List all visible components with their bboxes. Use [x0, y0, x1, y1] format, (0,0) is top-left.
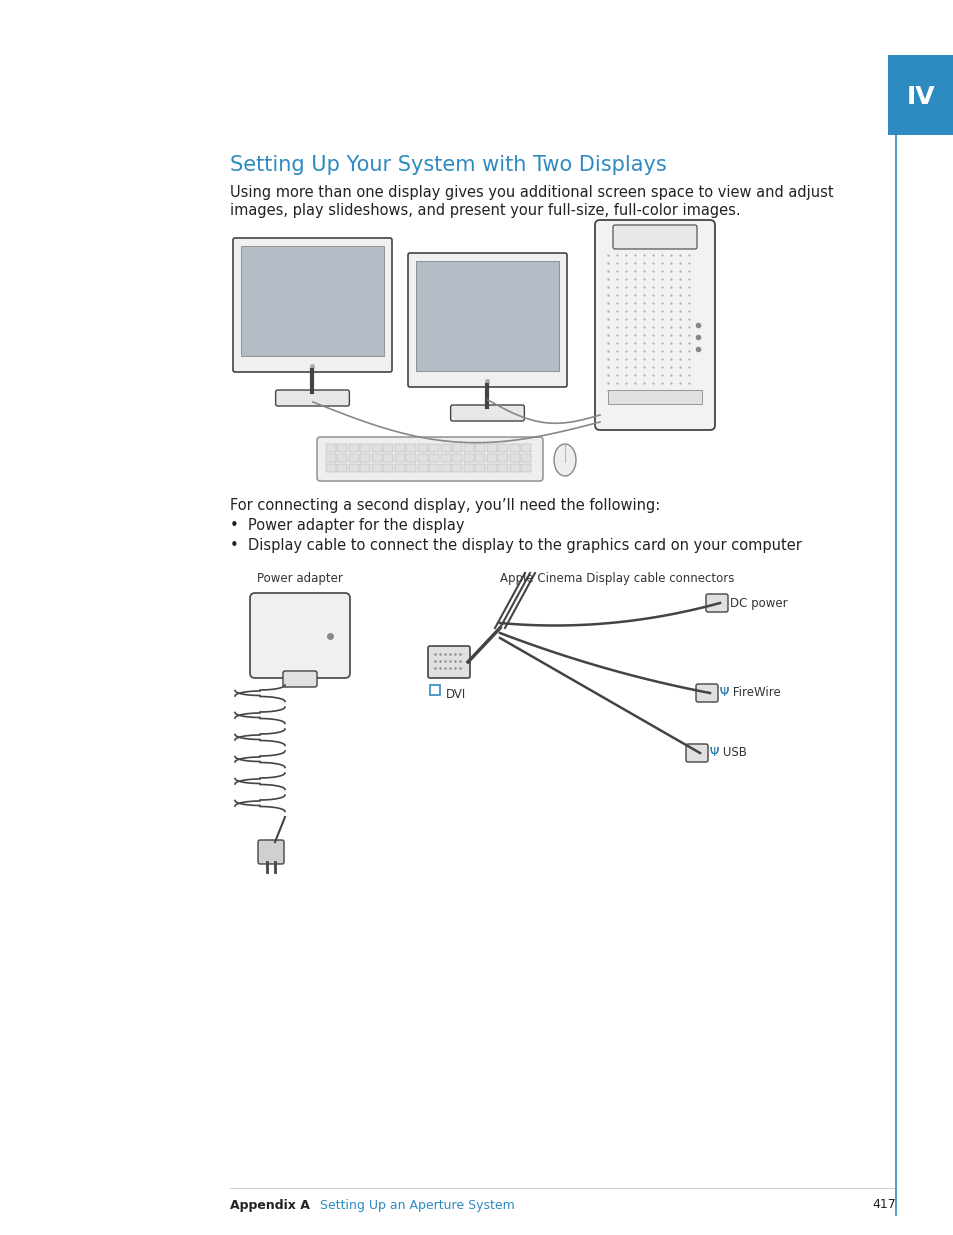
Bar [463, 445, 474, 452]
Bar [417, 464, 428, 472]
Bar [417, 445, 428, 452]
Text: Appendix A: Appendix A [230, 1198, 310, 1212]
Text: Setting Up an Aperture System: Setting Up an Aperture System [319, 1198, 515, 1212]
Bar [452, 464, 462, 472]
Bar [486, 454, 497, 462]
Bar [463, 454, 474, 462]
Bar [452, 445, 462, 452]
Bar [372, 464, 381, 472]
Bar [337, 464, 347, 472]
Text: IV: IV [905, 85, 934, 109]
Bar [521, 445, 531, 452]
Bar [349, 445, 358, 452]
Bar [607, 390, 701, 404]
Bar [498, 454, 508, 462]
Text: Apple Cinema Display cable connectors: Apple Cinema Display cable connectors [499, 572, 734, 585]
FancyBboxPatch shape [233, 238, 392, 372]
Bar [383, 445, 393, 452]
Bar [510, 445, 519, 452]
Bar [349, 454, 358, 462]
Bar [372, 454, 381, 462]
FancyBboxPatch shape [275, 390, 349, 406]
Text: Using more than one display gives you additional screen space to view and adjust: Using more than one display gives you ad… [230, 185, 833, 200]
FancyBboxPatch shape [428, 646, 470, 678]
Bar [498, 464, 508, 472]
FancyBboxPatch shape [705, 594, 727, 613]
Bar [406, 445, 416, 452]
Bar [463, 464, 474, 472]
Bar [395, 464, 405, 472]
Text: Power adapter: Power adapter [256, 572, 342, 585]
FancyBboxPatch shape [696, 684, 718, 701]
FancyBboxPatch shape [257, 840, 284, 864]
Text: images, play slideshows, and present your full-size, full-color images.: images, play slideshows, and present you… [230, 203, 740, 219]
Text: •  Display cable to connect the display to the graphics card on your computer: • Display cable to connect the display t… [230, 538, 801, 553]
FancyBboxPatch shape [685, 743, 707, 762]
Text: Ψ USB: Ψ USB [709, 746, 746, 760]
Bar [521, 464, 531, 472]
Bar [372, 445, 381, 452]
FancyBboxPatch shape [595, 220, 714, 430]
Bar [326, 454, 335, 462]
Bar [486, 445, 497, 452]
FancyBboxPatch shape [250, 593, 350, 678]
Bar [521, 454, 531, 462]
Ellipse shape [554, 445, 576, 475]
Bar [510, 454, 519, 462]
Bar [326, 464, 335, 472]
Bar [887, 56, 953, 135]
Text: Ψ: Ψ [720, 687, 732, 699]
Bar [360, 445, 370, 452]
Bar [429, 464, 439, 472]
Bar [440, 464, 451, 472]
Text: Ψ: Ψ [709, 746, 722, 760]
Text: 417: 417 [871, 1198, 895, 1212]
FancyBboxPatch shape [408, 253, 566, 387]
Text: •  Power adapter for the display: • Power adapter for the display [230, 517, 464, 534]
FancyBboxPatch shape [613, 225, 697, 249]
Bar [406, 464, 416, 472]
FancyBboxPatch shape [283, 671, 316, 687]
Bar [360, 454, 370, 462]
Bar [360, 464, 370, 472]
FancyBboxPatch shape [450, 405, 524, 421]
FancyBboxPatch shape [316, 437, 542, 480]
Bar [475, 445, 485, 452]
Bar [440, 445, 451, 452]
Bar [486, 464, 497, 472]
Text: Setting Up Your System with Two Displays: Setting Up Your System with Two Displays [230, 156, 666, 175]
Bar [337, 445, 347, 452]
Text: DC power: DC power [729, 597, 787, 610]
Bar [383, 464, 393, 472]
Bar [326, 445, 335, 452]
Bar [241, 246, 384, 356]
Text: Ψ FireWire: Ψ FireWire [720, 687, 780, 699]
Text: DVI: DVI [446, 688, 466, 700]
Bar [475, 464, 485, 472]
Bar [406, 454, 416, 462]
Bar [417, 454, 428, 462]
Bar [475, 454, 485, 462]
Bar [440, 454, 451, 462]
Bar [498, 445, 508, 452]
Bar [429, 445, 439, 452]
Bar [337, 454, 347, 462]
Bar [416, 261, 558, 370]
Bar [395, 454, 405, 462]
Bar [452, 454, 462, 462]
Bar [430, 685, 439, 695]
Bar [383, 454, 393, 462]
Bar [349, 464, 358, 472]
Bar [429, 454, 439, 462]
Bar [395, 445, 405, 452]
Text: For connecting a second display, you’ll need the following:: For connecting a second display, you’ll … [230, 498, 659, 513]
Bar [510, 464, 519, 472]
